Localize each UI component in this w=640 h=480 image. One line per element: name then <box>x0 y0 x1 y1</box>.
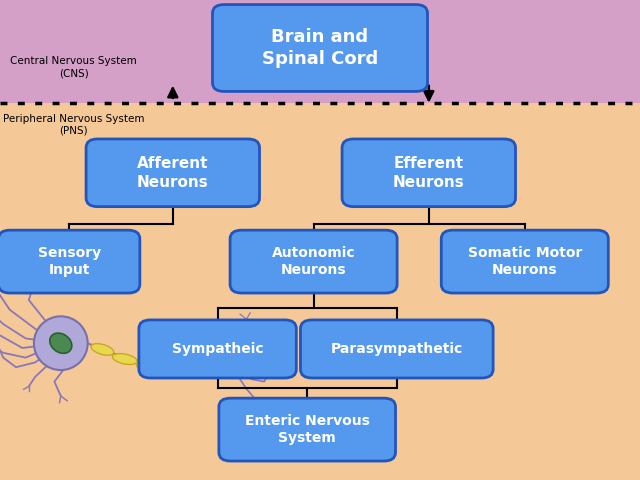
FancyBboxPatch shape <box>342 139 516 206</box>
Text: Autonomic
Neurons: Autonomic Neurons <box>272 246 355 277</box>
Text: Enteric Nervous
System: Enteric Nervous System <box>244 414 370 445</box>
FancyBboxPatch shape <box>0 230 140 293</box>
Ellipse shape <box>113 354 137 364</box>
Ellipse shape <box>34 316 88 370</box>
Text: Afferent
Neurons: Afferent Neurons <box>137 156 209 190</box>
Text: Sympatheic: Sympatheic <box>172 342 264 356</box>
Text: Peripheral Nervous System
(PNS): Peripheral Nervous System (PNS) <box>3 114 145 136</box>
Ellipse shape <box>188 364 212 374</box>
Text: Parasympathetic: Parasympathetic <box>331 342 463 356</box>
FancyBboxPatch shape <box>301 320 493 378</box>
FancyBboxPatch shape <box>86 139 260 206</box>
FancyBboxPatch shape <box>139 320 296 378</box>
Ellipse shape <box>136 361 162 371</box>
Text: Somatic Motor
Neurons: Somatic Motor Neurons <box>468 246 582 277</box>
Ellipse shape <box>50 333 72 353</box>
Text: Central Nervous System
(CNS): Central Nervous System (CNS) <box>10 56 137 78</box>
FancyBboxPatch shape <box>212 5 428 91</box>
Ellipse shape <box>162 364 188 374</box>
FancyBboxPatch shape <box>230 230 397 293</box>
FancyBboxPatch shape <box>219 398 396 461</box>
Bar <box>0 103 640 480</box>
Text: Efferent
Neurons: Efferent Neurons <box>393 156 465 190</box>
FancyBboxPatch shape <box>441 230 608 293</box>
Text: Sensory
Input: Sensory Input <box>38 246 100 277</box>
Text: Brain and
Spinal Cord: Brain and Spinal Cord <box>262 28 378 68</box>
Ellipse shape <box>91 344 114 355</box>
Bar <box>0 0 640 103</box>
